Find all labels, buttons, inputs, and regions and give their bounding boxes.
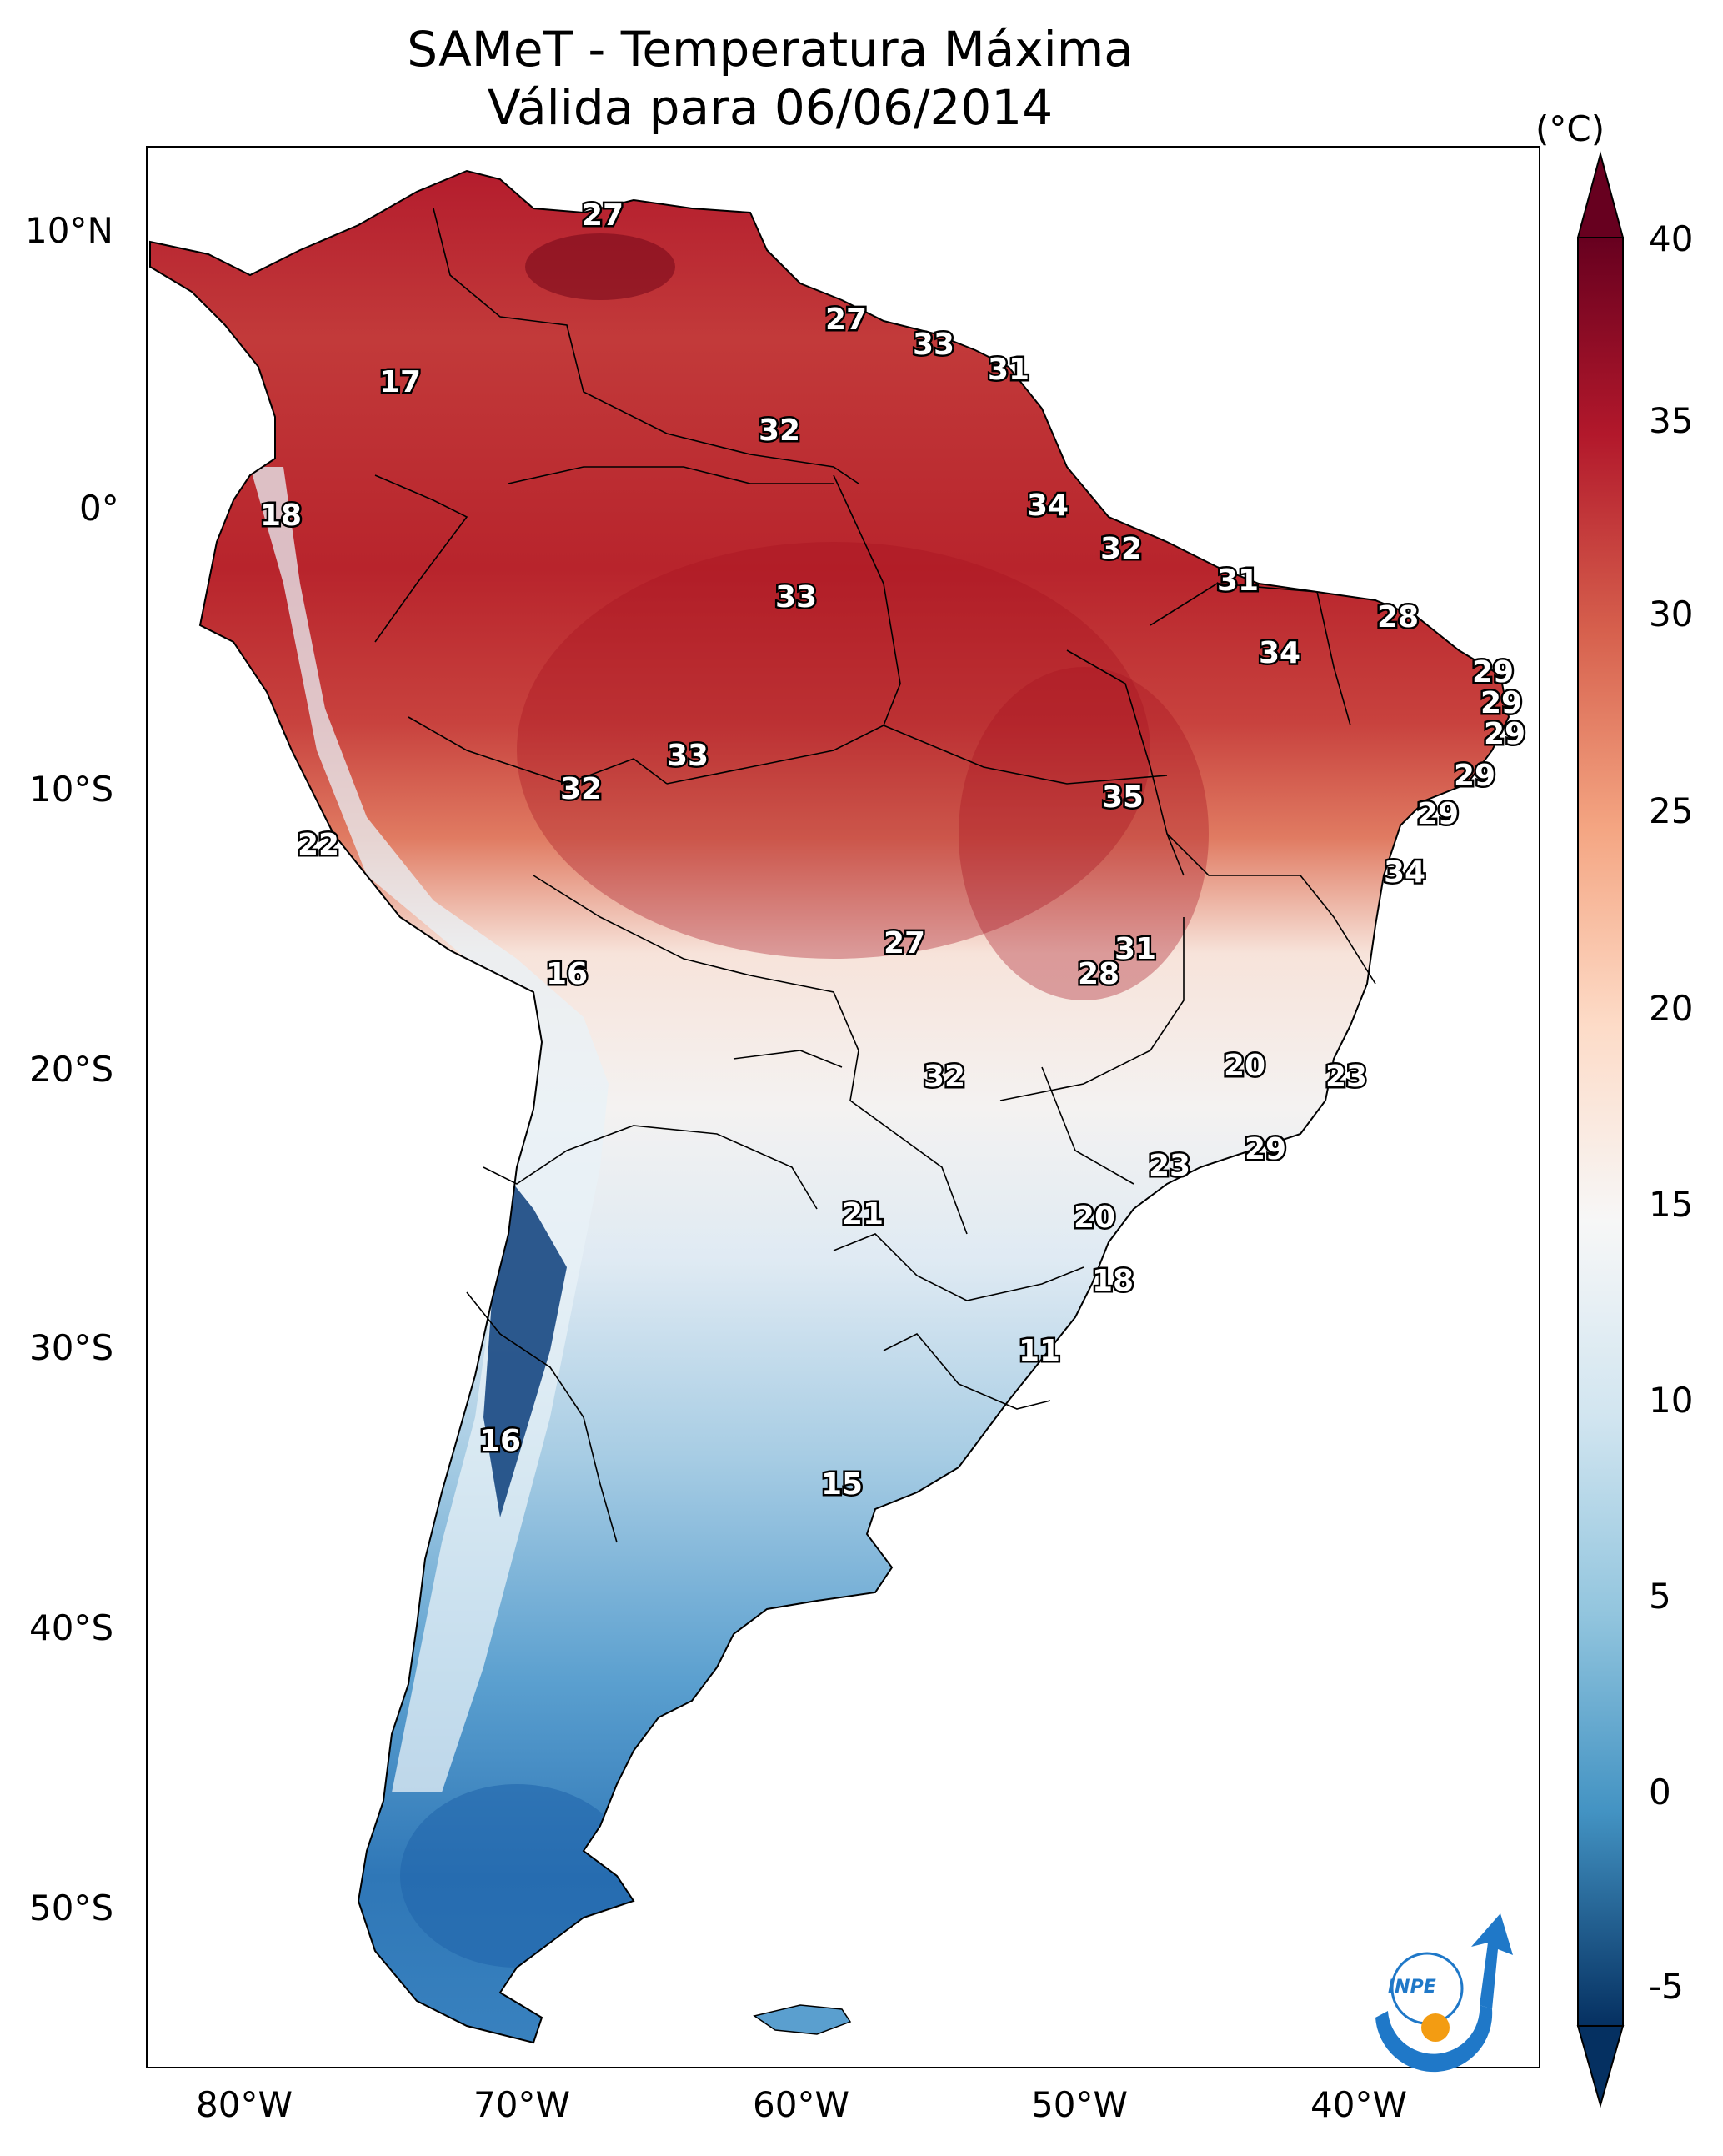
lon-tick-80w: 80°W bbox=[196, 2084, 293, 2125]
city-label: 33 bbox=[667, 739, 709, 773]
city-label: 21 bbox=[842, 1197, 884, 1231]
colorbar-unit: (°C) bbox=[1535, 108, 1605, 149]
colorbar-tick: 5 bbox=[1649, 1576, 1671, 1617]
city-label: 32 bbox=[1100, 532, 1142, 566]
city-label: 20 bbox=[1224, 1049, 1265, 1083]
city-label: 32 bbox=[924, 1060, 965, 1094]
city-label: 27 bbox=[884, 926, 925, 960]
country-borders bbox=[374, 208, 1376, 1543]
lat-tick-20s: 20°S bbox=[29, 1049, 114, 1090]
city-labels: 27 17 27 33 31 32 18 34 32 33 31 28 34 2… bbox=[258, 197, 1528, 1504]
city-label: 18 bbox=[1092, 1264, 1134, 1298]
map-title: SAMeT - Temperatura Máxima bbox=[407, 21, 1134, 78]
city-label: 22 bbox=[298, 828, 339, 862]
city-label: 27 bbox=[825, 303, 867, 337]
city-label: 29 bbox=[1480, 686, 1522, 720]
temperature-field bbox=[150, 171, 1509, 2043]
city-label: 23 bbox=[1325, 1060, 1367, 1094]
city-label: 27 bbox=[582, 198, 624, 233]
colorbar-tick: 30 bbox=[1649, 594, 1694, 634]
colorbar-tick: 20 bbox=[1649, 988, 1694, 1029]
colorbar-tick: 0 bbox=[1649, 1772, 1671, 1813]
city-label: 31 bbox=[988, 353, 1029, 387]
city-label: 29 bbox=[1245, 1132, 1286, 1166]
city-label: 28 bbox=[1078, 957, 1119, 991]
city-label: 15 bbox=[821, 1467, 863, 1502]
city-label: 31 bbox=[1114, 932, 1156, 966]
lat-tick-0: 0° bbox=[79, 488, 119, 529]
city-label: 33 bbox=[913, 328, 954, 362]
city-label: 33 bbox=[775, 580, 817, 614]
colorbar-tick: 35 bbox=[1649, 400, 1694, 441]
lat-tick-10n: 10°N bbox=[25, 210, 113, 251]
colorbar-tick: 25 bbox=[1649, 790, 1694, 831]
city-label: 32 bbox=[759, 414, 800, 448]
inpe-logo: INPE bbox=[1375, 1913, 1513, 2073]
falkland-islands bbox=[753, 2004, 852, 2035]
city-label: 35 bbox=[1102, 780, 1144, 815]
lat-tick-50s: 50°S bbox=[29, 1888, 114, 1928]
city-label: 20 bbox=[1074, 1201, 1115, 1235]
colorbar-tick: 10 bbox=[1649, 1380, 1694, 1421]
map-subtitle: Válida para 06/06/2014 bbox=[487, 79, 1054, 136]
city-label: 34 bbox=[1384, 855, 1425, 890]
inpe-logo-text: INPE bbox=[1388, 1977, 1436, 1998]
city-label: 29 bbox=[1417, 797, 1459, 831]
lat-tick-40s: 40°S bbox=[29, 1607, 114, 1648]
city-label: 34 bbox=[1259, 636, 1300, 670]
city-label: 29 bbox=[1484, 717, 1525, 751]
city-label: 16 bbox=[546, 957, 588, 991]
lon-tick-50w: 50°W bbox=[1031, 2084, 1128, 2125]
lon-tick-40w: 40°W bbox=[1310, 2084, 1407, 2125]
city-label: 29 bbox=[1472, 655, 1514, 689]
city-label: 17 bbox=[379, 365, 421, 399]
colorbar-tick: 15 bbox=[1649, 1184, 1694, 1225]
city-label: 34 bbox=[1027, 489, 1069, 523]
colorbar bbox=[1576, 151, 1625, 2108]
lon-tick-70w: 70°W bbox=[473, 2084, 570, 2125]
colorbar-tick: -5 bbox=[1649, 1966, 1684, 2007]
city-label: 11 bbox=[1019, 1334, 1060, 1368]
city-label: 23 bbox=[1149, 1149, 1190, 1183]
city-label: 18 bbox=[260, 499, 302, 533]
lat-tick-30s: 30°S bbox=[29, 1327, 114, 1368]
lat-tick-10s: 10°S bbox=[29, 769, 114, 810]
city-label: 16 bbox=[479, 1424, 521, 1458]
colorbar-tick: 40 bbox=[1649, 218, 1694, 259]
city-label: 31 bbox=[1217, 564, 1259, 598]
lon-tick-60w: 60°W bbox=[753, 2084, 849, 2125]
city-label: 29 bbox=[1454, 759, 1495, 793]
city-label: 28 bbox=[1377, 600, 1419, 634]
city-label: 32 bbox=[560, 772, 602, 806]
